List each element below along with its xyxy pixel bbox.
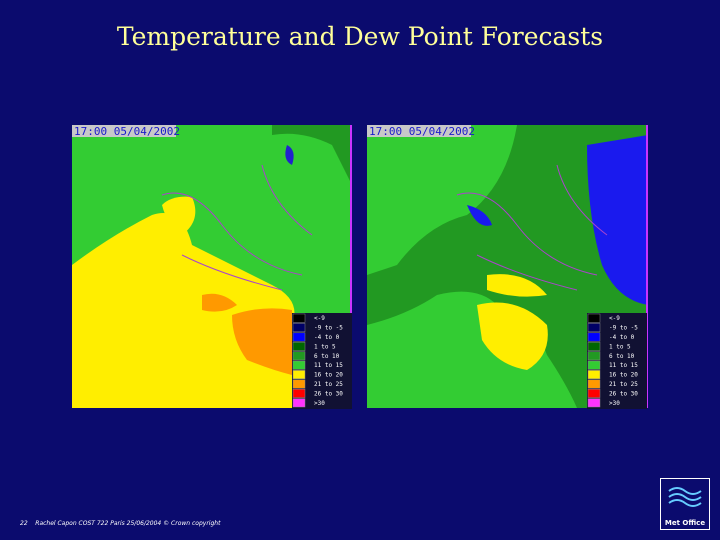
legend-swatch	[292, 313, 306, 323]
legend-label: >30	[314, 400, 325, 407]
logo-text: Met Office	[664, 519, 706, 527]
legend: <-9 -9 to -5 -4 to 0 1 to 5 6 to 10 11 to 15 1…	[587, 313, 647, 409]
legend-label: 6 to 10	[609, 353, 635, 360]
legend-swatch	[292, 323, 306, 333]
legend-label: 26 to 30	[609, 390, 638, 397]
map-panel: 17:00 05/04/2002 <-9 -9 to -5 -4 to 0 1 to …	[367, 125, 648, 409]
legend-swatch	[292, 360, 306, 370]
legend-swatch	[587, 313, 601, 323]
timestamp-bg	[72, 125, 176, 137]
warm-area	[487, 274, 547, 297]
legend-label: 16 to 20	[609, 372, 638, 379]
legend-label: -9 to -5	[609, 325, 638, 332]
hot-area	[202, 293, 237, 312]
warm-area	[72, 213, 295, 408]
legend-swatch	[292, 388, 306, 398]
legend-label: 21 to 25	[314, 381, 343, 388]
legend: <-9 -9 to -5 -4 to 0 1 to 5 6 to 10 11 to 15 1…	[292, 313, 352, 409]
edge-strip	[646, 125, 648, 408]
coastline	[456, 164, 608, 291]
page-number: 22	[20, 520, 28, 527]
warm-area	[477, 302, 548, 370]
mild-area	[367, 125, 517, 275]
legend-swatch	[292, 341, 306, 351]
logo-waves	[668, 487, 702, 507]
cold-area	[285, 145, 294, 165]
legend-label: 11 to 15	[314, 362, 343, 369]
mild-area	[367, 291, 577, 408]
legend-label: -4 to 0	[314, 334, 340, 341]
legend-swatch	[587, 388, 601, 398]
legend-swatch	[587, 341, 601, 351]
legend-swatch	[292, 398, 306, 408]
legend-swatch	[292, 370, 306, 380]
legend-swatch	[587, 332, 601, 342]
legend-label: >30	[609, 400, 620, 407]
timestamp: 17:00 05/04/2002	[74, 125, 180, 138]
cold-area	[587, 135, 648, 305]
legend-swatch	[587, 379, 601, 389]
legend-label: 21 to 25	[609, 381, 638, 388]
map-panel: 17:00 05/04/2002 <-9 -9 to -5 -4 to 0 1 to …	[72, 125, 352, 409]
legend-label: 1 to 5	[314, 343, 336, 350]
legend-swatch	[292, 379, 306, 389]
legend-label: <-9	[314, 315, 325, 322]
slide-title: Temperature and Dew Point Forecasts	[116, 22, 604, 51]
legend-label: -4 to 0	[609, 334, 635, 341]
warm-area	[162, 196, 196, 235]
cool-area	[272, 125, 352, 185]
hot-area	[232, 308, 292, 375]
legend-swatch	[292, 332, 306, 342]
footer: 22 Rachel Capon COST 722 Paris 25/06/200…	[20, 520, 220, 527]
legend-label: 1 to 5	[609, 343, 631, 350]
legend-label: 11 to 15	[609, 362, 638, 369]
legend-swatch	[292, 351, 306, 361]
logo: Met Office	[660, 478, 710, 530]
legend-label: -9 to -5	[314, 325, 343, 332]
legend-label: <-9	[609, 315, 620, 322]
footer-text: Rachel Capon COST 722 Paris 25/06/2004 ©…	[35, 520, 221, 527]
legend-label: 26 to 30	[314, 390, 343, 397]
timestamp: 17:00 05/04/2002	[369, 125, 475, 138]
cold-area	[467, 205, 492, 226]
legend-swatch	[587, 360, 601, 370]
legend-label: 16 to 20	[314, 372, 343, 379]
legend-label: 6 to 10	[314, 353, 340, 360]
legend-swatch	[587, 323, 601, 333]
timestamp-bg	[367, 125, 471, 137]
edge-strip	[350, 125, 352, 408]
legend-swatch	[587, 370, 601, 380]
legend-swatch	[587, 351, 601, 361]
legend-swatch	[587, 398, 601, 408]
coastline	[161, 164, 313, 291]
